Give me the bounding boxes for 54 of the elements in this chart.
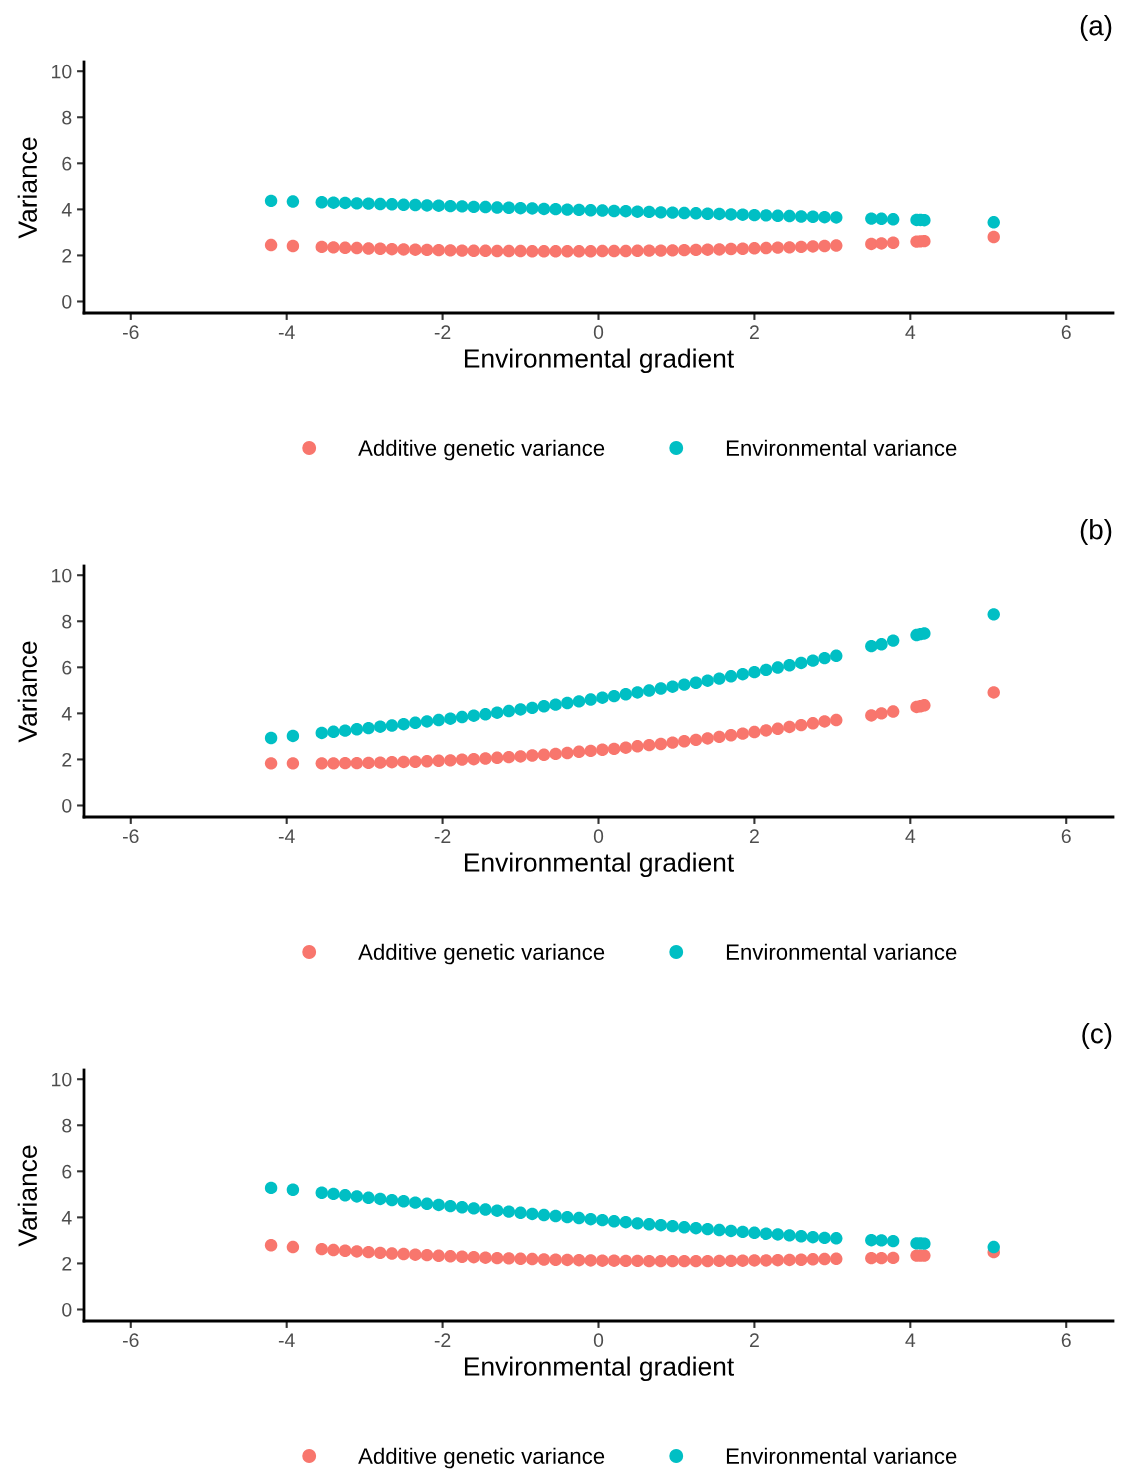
y-tick-label: 10 (52, 64, 72, 79)
x-tick-label: 4 (905, 325, 916, 339)
x-tick-label: 2 (749, 1333, 759, 1347)
y-tick-label: 0 (62, 1302, 72, 1317)
y-tick-label: 6 (62, 1164, 72, 1179)
x-tick-label: -6 (122, 325, 139, 340)
legend-label: Additive genetic variance (358, 943, 605, 965)
legend-label: Additive genetic variance (358, 439, 605, 461)
chart-title: (a) (1080, 15, 1112, 41)
x-tick-label: -6 (122, 1333, 139, 1348)
legend-label: Additive genetic variance (358, 1447, 605, 1469)
y-tick-label: 10 (52, 1072, 72, 1087)
y-tick-label: 4 (61, 203, 72, 217)
x-tick-label: -4 (278, 829, 295, 843)
y-tick-label: 6 (62, 660, 72, 675)
y-tick-label: 8 (62, 614, 72, 629)
y-tick-label: 8 (62, 1118, 72, 1133)
y-tick-label: 4 (61, 707, 72, 721)
y-tick-label: 0 (62, 798, 72, 813)
chart-title: (c) (1082, 1023, 1112, 1049)
y-tick-label: 0 (62, 294, 72, 309)
x-axis-title: Environmental gradient (464, 852, 734, 878)
x-tick-label: 0 (593, 1333, 604, 1348)
y-axis-title: Variance (17, 1145, 38, 1247)
x-tick-label: 4 (905, 829, 916, 843)
x-axis-title: Environmental gradient (464, 1356, 734, 1382)
x-tick-label: 6 (1061, 325, 1071, 340)
x-tick-label: -4 (278, 325, 295, 339)
x-tick-label: 0 (593, 325, 604, 340)
x-axis-title: Environmental gradient (464, 348, 734, 374)
chart-title: (b) (1080, 519, 1112, 545)
y-tick-label: 2 (62, 1256, 72, 1271)
legend-label: Environmental variance (726, 1447, 957, 1464)
y-tick-label: 6 (62, 156, 72, 171)
y-tick-label: 2 (62, 752, 72, 767)
y-axis-title: Variance (17, 137, 38, 239)
legend-label: Environmental variance (726, 439, 957, 456)
x-tick-label: 2 (749, 829, 759, 843)
y-tick-label: 10 (52, 568, 72, 583)
x-tick-label: 2 (749, 325, 759, 339)
x-tick-label: -2 (434, 1333, 451, 1347)
x-tick-label: 6 (1061, 829, 1071, 844)
y-tick-label: 4 (61, 1211, 72, 1225)
x-tick-label: -4 (278, 1333, 295, 1347)
x-tick-label: -2 (434, 325, 451, 339)
legend-label: Environmental variance (726, 943, 957, 960)
y-tick-label: 8 (62, 110, 72, 125)
y-tick-label: 2 (62, 248, 72, 263)
x-tick-label: 0 (593, 829, 604, 844)
x-tick-label: -2 (434, 829, 451, 843)
y-axis-title: Variance (17, 641, 38, 743)
x-tick-label: 4 (905, 1333, 916, 1347)
x-tick-label: -6 (122, 829, 139, 844)
x-tick-label: 6 (1061, 1333, 1071, 1348)
